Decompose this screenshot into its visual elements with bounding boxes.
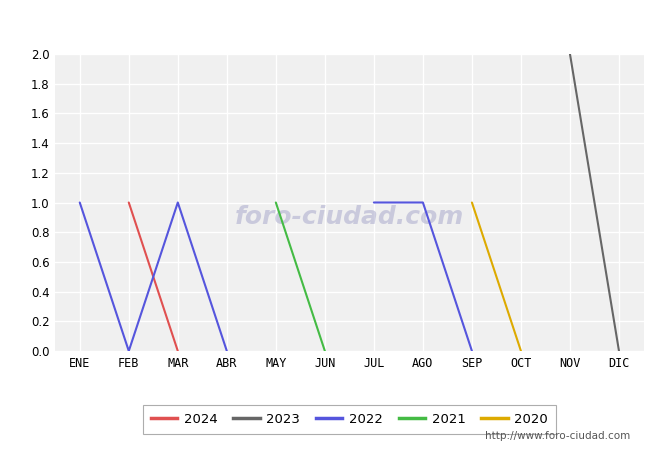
- Text: http://www.foro-ciudad.com: http://www.foro-ciudad.com: [486, 431, 630, 441]
- Text: Matriculaciones de Vehiculos en San Miguel de Aguayo: Matriculaciones de Vehiculos en San Migu…: [97, 12, 553, 31]
- Text: foro-ciudad.com: foro-ciudad.com: [235, 205, 464, 230]
- Legend: 2024, 2023, 2022, 2021, 2020: 2024, 2023, 2022, 2021, 2020: [143, 405, 556, 434]
